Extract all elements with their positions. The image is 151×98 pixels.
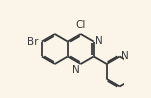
Text: N: N: [72, 65, 79, 75]
Text: N: N: [121, 51, 129, 61]
Text: Cl: Cl: [76, 20, 86, 30]
Text: N: N: [95, 36, 103, 46]
Text: Br: Br: [27, 37, 39, 47]
